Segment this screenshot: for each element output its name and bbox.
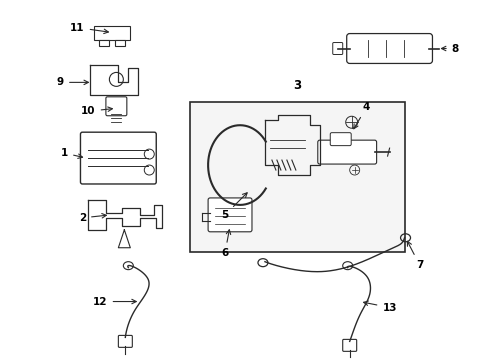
Text: 7: 7 [407, 241, 422, 270]
FancyBboxPatch shape [208, 198, 251, 232]
Text: 12: 12 [93, 297, 136, 306]
FancyBboxPatch shape [81, 132, 156, 184]
Text: 13: 13 [363, 301, 396, 312]
Text: 6: 6 [221, 230, 230, 258]
Text: 2: 2 [79, 213, 106, 223]
FancyBboxPatch shape [329, 133, 350, 146]
Text: 8: 8 [441, 44, 458, 54]
Ellipse shape [342, 262, 352, 270]
Bar [99, 40, 109, 45]
Bar [190, 102, 404, 252]
Text: 5: 5 [221, 193, 246, 220]
Text: 11: 11 [70, 23, 108, 33]
Bar [94, 26, 130, 40]
FancyBboxPatch shape [332, 42, 342, 54]
FancyBboxPatch shape [118, 336, 132, 347]
Bar [115, 40, 125, 45]
FancyBboxPatch shape [317, 140, 376, 164]
Text: 3: 3 [292, 79, 300, 92]
Text: 1: 1 [61, 148, 82, 158]
Text: 10: 10 [81, 106, 112, 116]
Text: 4: 4 [353, 102, 369, 129]
Ellipse shape [123, 262, 133, 270]
FancyBboxPatch shape [346, 33, 431, 63]
Text: 9: 9 [57, 77, 88, 87]
FancyBboxPatch shape [106, 97, 126, 116]
FancyBboxPatch shape [342, 339, 356, 351]
